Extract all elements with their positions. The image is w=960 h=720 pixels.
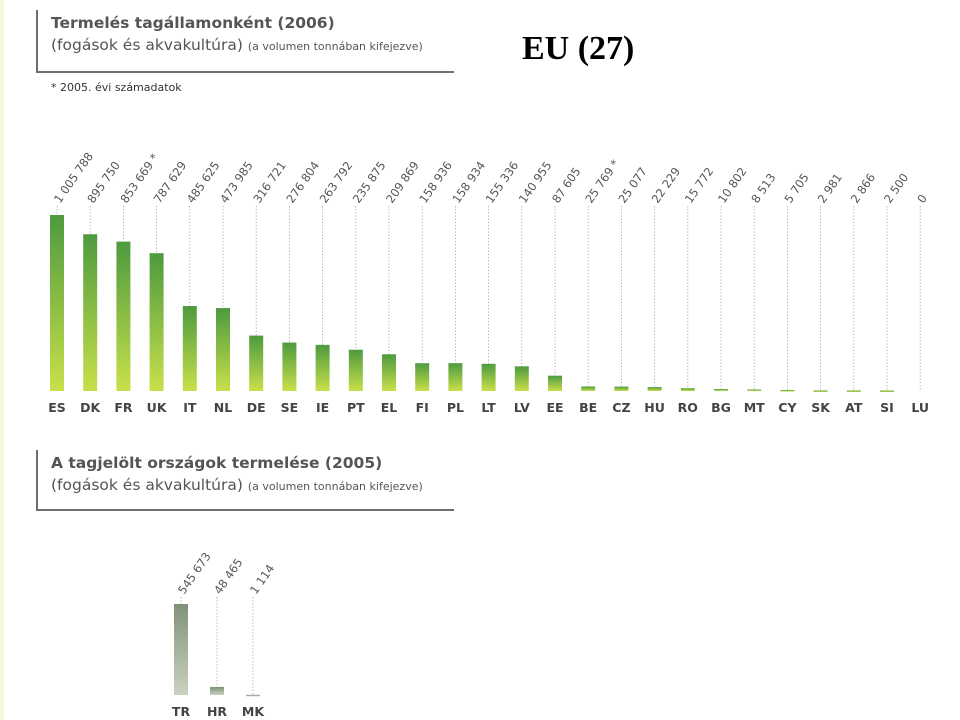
category-label-mt: MT [744,400,765,415]
chart1-header: Termelés tagállamonként (2006) (fogások … [36,10,454,73]
bar-sk [813,390,828,392]
category-label-it: IT [183,400,197,415]
bar-fi [415,363,430,391]
bar-at [846,390,861,392]
bar-el [382,354,396,391]
chart1-title: Termelés tagállamonként (2006) [51,14,335,32]
category-label-hr: HR [207,704,227,719]
category-label-mk: MK [242,704,265,719]
category-label-lu: LU [911,400,929,415]
bar-de [249,335,264,391]
value-label-mk: 1 114 [247,562,277,597]
chart2-subtitle-small: (a volumen tonnában kifejezve) [247,480,423,493]
category-label-fr: FR [114,400,133,415]
category-label-pt: PT [347,400,365,415]
value-label-at: 2 866 [848,171,878,206]
left-edge-rule [0,0,4,720]
chart2-header: A tagjelölt országok termelése (2005) (f… [36,450,454,511]
bar-lt [481,363,496,391]
category-label-ie: IE [316,400,329,415]
category-label-ro: RO [678,400,698,415]
category-label-at: AT [845,400,863,415]
value-label-mt: 8 513 [748,171,778,206]
bar-es [50,215,64,391]
category-label-tr: TR [172,704,191,719]
bar-hu [647,387,662,391]
category-label-el: EL [381,400,398,415]
category-label-se: SE [281,400,299,415]
bar-dk [83,234,98,391]
bar-fr [116,241,131,391]
bar-ie [315,344,330,391]
bar-lv [514,366,529,391]
category-label-dk: DK [80,400,101,415]
value-label-cy: 5 705 [781,171,811,206]
value-label-cz: 25 077 [615,165,650,206]
bar-be [581,386,596,391]
bar-cz [614,386,629,391]
category-label-es: ES [48,400,66,415]
category-label-fi: FI [416,400,429,415]
value-label-ee: 87 605 [549,165,584,206]
chart1-subtitle-main: (fogások és akvakultúra) [51,36,243,54]
category-label-bg: BG [711,400,731,415]
bar-mt [747,389,762,392]
category-label-lt: LT [481,400,496,415]
bar-pt [348,349,363,391]
value-label-bg: 10 802 [715,165,750,206]
bar-nl [216,308,230,391]
bar-it [182,306,197,391]
category-label-be: BE [579,400,597,415]
bar-ro [680,388,695,391]
value-label-sk: 2 981 [815,171,845,206]
bar-pl [448,363,463,391]
category-label-pl: PL [447,400,464,415]
bar-bg [714,389,728,391]
value-label-hr: 48 465 [211,556,246,597]
value-label-tr: 545 673 [175,550,214,597]
bar-se [282,342,297,391]
chart2-subtitle: (fogások és akvakultúra) (a volumen tonn… [51,474,454,498]
bar-tr [174,604,188,695]
category-label-cz: CZ [612,400,630,415]
chart1-subtitle-small: (a volumen tonnában kifejezve) [247,40,423,53]
chart2-title: A tagjelölt országok termelése (2005) [51,454,383,472]
chart2-bar-chart: 545 673 TR 48 465 HR 1 114 MK [172,550,277,719]
value-label-si: 2 500 [881,171,911,206]
value-label-ro: 15 772 [682,165,717,206]
category-label-nl: NL [214,400,232,415]
value-label-hu: 22 229 [649,165,684,206]
category-label-ee: EE [546,400,563,415]
category-label-uk: UK [147,400,168,415]
region-title: EU (27) [522,30,635,67]
bar-cy [780,390,795,392]
bar-hr [210,686,224,695]
category-label-hu: HU [644,400,665,415]
bar-si [880,390,894,393]
chart2-subtitle-main: (fogások és akvakultúra) [51,476,243,494]
value-label-lu: 0 [914,192,930,206]
category-label-sk: SK [811,400,831,415]
bar-ee [548,375,562,391]
bar-uk [149,253,164,391]
category-label-lv: LV [514,400,530,415]
chart1-subtitle: (fogások és akvakultúra) (a volumen tonn… [51,34,454,58]
footnote: * 2005. évi számadatok [51,81,182,94]
category-label-si: SI [880,400,894,415]
category-label-cy: CY [778,400,797,415]
bar-mk [246,694,260,697]
category-label-de: DE [247,400,266,415]
